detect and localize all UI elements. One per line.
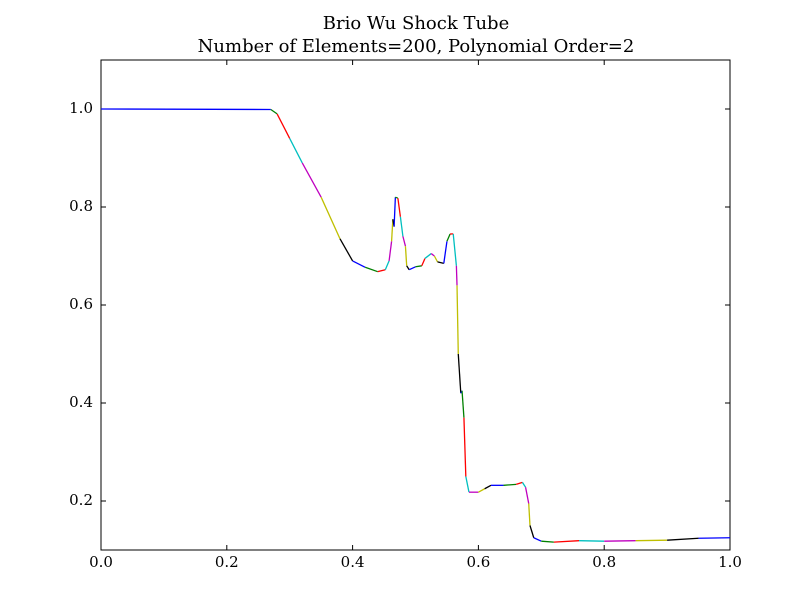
line-segment [667, 537, 699, 541]
line-segment [276, 113, 291, 139]
x-tick-label: 0.4 [341, 553, 365, 571]
line-segment [390, 219, 394, 242]
line-segment [503, 483, 517, 486]
x-tick-label: 0.2 [215, 553, 239, 571]
line-segment [484, 484, 492, 490]
line-segment [352, 260, 366, 268]
line-segment [529, 525, 535, 538]
line-segment [364, 266, 378, 273]
line-segment [377, 269, 386, 273]
line-segment [521, 482, 527, 488]
y-tick-label: 0.4 [69, 393, 93, 411]
line-segment [433, 255, 439, 263]
line-segment [421, 258, 426, 267]
y-tick-label: 1.0 [69, 99, 93, 117]
y-tick-label: 0.8 [69, 197, 93, 215]
line-segment [397, 198, 402, 217]
line-segment [457, 353, 462, 394]
line-segment [443, 241, 448, 264]
line-segment [388, 241, 393, 261]
x-tick-label: 0.6 [466, 553, 490, 571]
line-segment [289, 138, 303, 164]
line-segment [524, 487, 530, 504]
line-segment [437, 261, 444, 264]
line-segment [452, 233, 458, 266]
line-segment [406, 265, 410, 271]
line-segment [553, 540, 580, 543]
line-segment [541, 540, 554, 543]
line-segment [455, 265, 458, 286]
line-segment [339, 238, 354, 262]
line-segment [384, 260, 390, 270]
line-segment [395, 196, 399, 199]
chart-title: Brio Wu Shock Tube [323, 13, 509, 34]
line-segment [408, 266, 416, 271]
line-segment [301, 162, 322, 198]
line-segment [424, 253, 432, 259]
line-segment [320, 196, 341, 240]
line-segment [465, 476, 470, 493]
x-tick-label: 1.0 [718, 553, 742, 571]
x-tick-label: 0.8 [592, 553, 616, 571]
line-segment [393, 197, 397, 227]
y-tick-label: 0.6 [69, 295, 93, 313]
line-segment [270, 108, 278, 115]
line-segment [404, 246, 408, 266]
line-segment [415, 265, 422, 268]
chart-subtitle: Number of Elements=200, Polynomial Order… [198, 36, 635, 57]
y-tick-label: 0.2 [69, 491, 93, 509]
line-segment [399, 216, 404, 237]
line-segment [402, 236, 407, 247]
line-segment [430, 253, 435, 257]
line-segment [528, 503, 531, 526]
line-segment [456, 285, 459, 355]
line-segment [446, 233, 451, 242]
line-segment [461, 390, 465, 418]
line-segment [478, 488, 486, 493]
line-segment [515, 481, 523, 485]
line-segment [533, 537, 542, 542]
line-segment [463, 417, 467, 477]
plot-frame [100, 59, 731, 551]
x-tick-label: 0.0 [89, 553, 113, 571]
